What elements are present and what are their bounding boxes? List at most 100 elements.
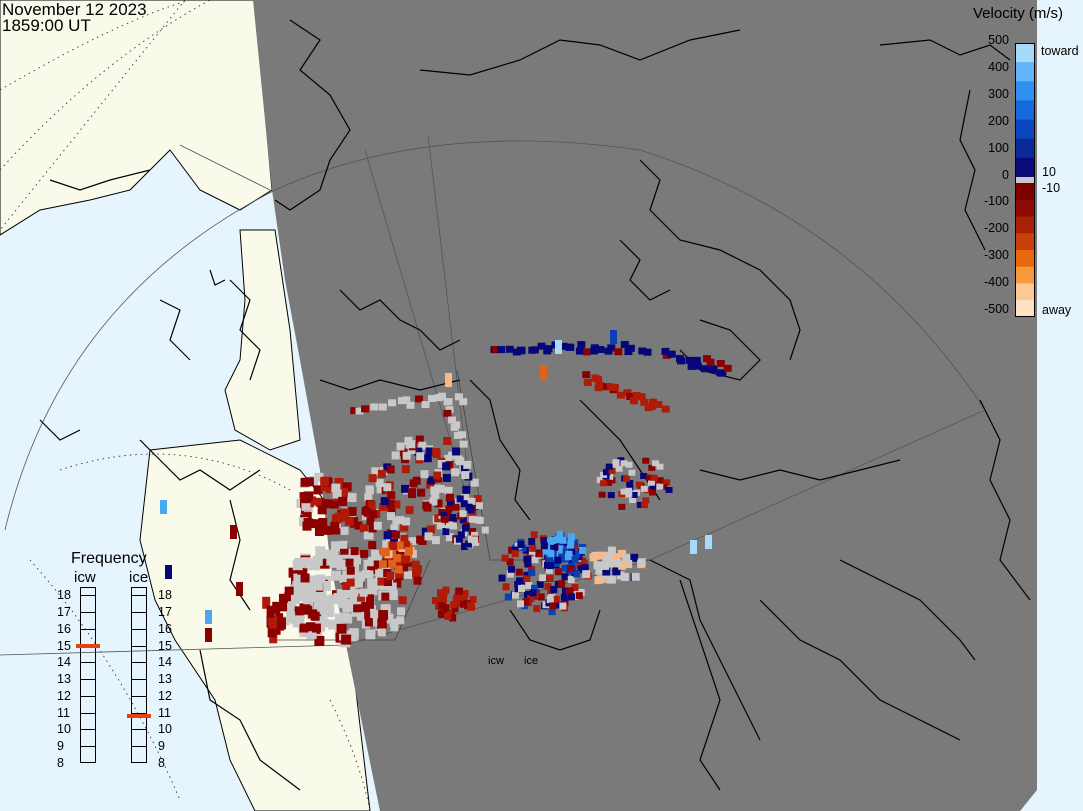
echo-cell bbox=[512, 348, 521, 356]
echo-cell bbox=[370, 609, 379, 618]
echo-cell bbox=[340, 508, 350, 518]
echo-cell bbox=[393, 579, 402, 588]
echo-cell bbox=[560, 593, 568, 601]
echo-cell bbox=[321, 607, 331, 617]
frequency-grid-line bbox=[131, 628, 147, 630]
echo-cell bbox=[381, 548, 390, 557]
echo-cell bbox=[618, 503, 626, 510]
echo-cell bbox=[434, 499, 443, 508]
echo-cell bbox=[693, 362, 702, 370]
echo-cell bbox=[328, 550, 339, 561]
frequency-grid-line bbox=[131, 645, 147, 647]
echo-cell bbox=[376, 485, 385, 494]
echo-cell bbox=[205, 628, 212, 642]
frequency-grid-line bbox=[80, 695, 96, 697]
echo-cell bbox=[547, 562, 555, 570]
echo-cell bbox=[662, 351, 671, 359]
velocity-tick: -300 bbox=[983, 248, 1009, 263]
echo-cell bbox=[561, 564, 569, 572]
echo-cell bbox=[330, 541, 341, 552]
echo-cell bbox=[535, 550, 543, 558]
frequency-scale-label: 9 bbox=[57, 739, 64, 754]
echo-cell bbox=[437, 459, 446, 468]
echo-cell bbox=[320, 580, 331, 591]
echo-cell bbox=[476, 516, 484, 524]
echo-cell bbox=[452, 421, 461, 429]
echo-cell bbox=[303, 491, 313, 501]
echo-cell bbox=[288, 567, 299, 578]
echo-cell bbox=[617, 457, 625, 464]
frequency-indicator-ice bbox=[127, 714, 151, 719]
echo-cell bbox=[345, 583, 356, 594]
echo-cell bbox=[415, 435, 424, 444]
echo-cell bbox=[272, 601, 281, 614]
echo-cell bbox=[610, 384, 619, 392]
echo-cell bbox=[524, 560, 532, 568]
frequency-grid-line bbox=[131, 746, 147, 748]
echo-cell bbox=[665, 487, 673, 494]
echo-cell bbox=[685, 356, 694, 364]
echo-cell bbox=[626, 479, 634, 486]
echo-cell bbox=[440, 512, 448, 520]
echo-cell bbox=[501, 554, 509, 562]
echo-cell bbox=[622, 553, 631, 562]
echo-cell bbox=[546, 596, 554, 604]
echo-cell bbox=[367, 500, 376, 509]
echo-cell bbox=[387, 512, 396, 521]
frequency-grid-line bbox=[131, 662, 147, 664]
echo-cell bbox=[359, 524, 368, 533]
echo-cell bbox=[449, 514, 457, 522]
echo-cell bbox=[300, 557, 311, 568]
echo-cell bbox=[602, 557, 611, 566]
echo-cell bbox=[600, 480, 608, 487]
echo-cell bbox=[612, 553, 621, 562]
echo-cell bbox=[517, 600, 525, 608]
frequency-scale-label: 10 bbox=[158, 722, 172, 737]
echo-cell bbox=[336, 623, 347, 634]
velocity-echoes bbox=[160, 330, 732, 648]
frequency-scale-label: 16 bbox=[57, 621, 71, 636]
echo-cell bbox=[444, 612, 452, 620]
echo-cell bbox=[465, 540, 473, 548]
echo-cell bbox=[690, 540, 697, 554]
echo-cell bbox=[523, 575, 531, 583]
echo-cell bbox=[322, 549, 333, 560]
echo-cell bbox=[311, 623, 321, 633]
frequency-grid-line bbox=[80, 628, 96, 630]
colorbar-away-segment bbox=[1015, 250, 1035, 268]
velocity-tick: 500 bbox=[988, 33, 1009, 47]
echo-cell bbox=[443, 409, 452, 417]
echo-cell bbox=[388, 399, 397, 407]
echo-cell bbox=[559, 536, 567, 544]
colorbar-toward-segment bbox=[1015, 157, 1035, 178]
velocity-scale-title: Velocity (m/s) bbox=[973, 5, 1064, 22]
echo-cell bbox=[344, 516, 354, 526]
frequency-scale-label: 8 bbox=[57, 756, 64, 770]
echo-cell bbox=[613, 559, 622, 568]
echo-cell bbox=[612, 567, 621, 576]
echo-cell bbox=[449, 517, 458, 526]
echo-cell bbox=[351, 594, 362, 605]
echo-cell bbox=[375, 479, 384, 488]
echo-cell bbox=[230, 525, 237, 539]
echo-cell bbox=[421, 401, 430, 409]
echo-cell bbox=[377, 577, 386, 586]
minus-ten-label: -10 bbox=[1042, 181, 1061, 195]
echo-cell bbox=[459, 516, 467, 524]
frequency-grid-line bbox=[80, 595, 96, 597]
echo-cell bbox=[637, 393, 646, 401]
echo-cell bbox=[439, 610, 447, 618]
echo-cell bbox=[616, 391, 625, 399]
echo-cell bbox=[365, 485, 374, 494]
echo-cell bbox=[575, 347, 584, 355]
echo-cell bbox=[511, 550, 519, 558]
echo-cell bbox=[350, 588, 359, 597]
echo-cell bbox=[642, 497, 650, 504]
echo-cell bbox=[387, 506, 396, 515]
echo-cell bbox=[350, 547, 359, 556]
echo-cell bbox=[377, 469, 386, 478]
echo-cell bbox=[346, 578, 355, 587]
echo-cell bbox=[608, 467, 616, 474]
echo-cell bbox=[445, 373, 452, 387]
